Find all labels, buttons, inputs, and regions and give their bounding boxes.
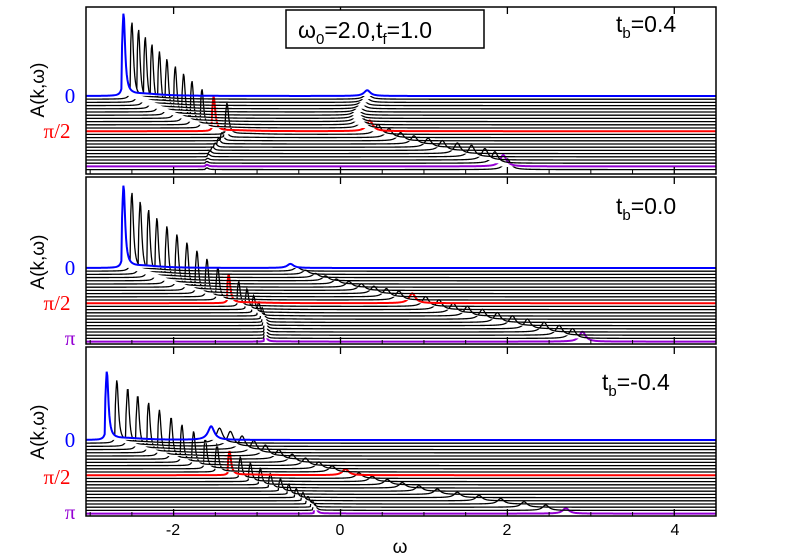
spectrum-line-k20 — [86, 496, 716, 505]
spectrum-line-k18 — [86, 142, 716, 155]
spectrum-line-k0 — [86, 185, 716, 269]
spectrum-line-k19 — [86, 318, 716, 330]
spectrum-line-k19 — [86, 491, 716, 502]
spectrum-line-k2 — [86, 29, 716, 104]
spectrum-line-k21 — [86, 151, 716, 164]
spectrum-line-k20 — [86, 321, 716, 333]
spectrum-line-k19 — [86, 144, 716, 158]
spectrum-line-k5 — [86, 51, 716, 113]
panel-top-traces — [86, 13, 716, 171]
panel-top-k-label-half: π/2 — [44, 119, 71, 143]
spectrum-line-k15 — [86, 300, 716, 317]
spectrum-line-k7 — [86, 424, 716, 464]
spectrum-line-k17 — [86, 311, 716, 324]
spectrum-line-k11 — [86, 450, 716, 477]
spectrum-line-k10 — [86, 89, 716, 129]
x-tick-labels: -2 0 2 4 — [166, 522, 680, 539]
x-tick-label-2: 2 — [503, 522, 512, 539]
spectrum-line-k15 — [86, 472, 716, 489]
spectrum-line-k11 — [86, 96, 716, 133]
spectrum-line-k4 — [86, 44, 716, 110]
spectrum-line-k9 — [86, 437, 716, 470]
x-tick-label-0: 0 — [336, 522, 345, 539]
spectrum-line-k6 — [86, 234, 716, 288]
spectrum-line-k15 — [86, 135, 716, 145]
panel-middle-traces — [86, 185, 716, 343]
spectrum-line-k14 — [86, 293, 716, 314]
spectrum-line-k21 — [86, 499, 716, 508]
spectrum-line-k22 — [86, 503, 716, 512]
panel-bottom: A(k,ω) 0 π/2 π tb=-0.4 — [28, 346, 717, 524]
spectrum-line-k10 — [86, 442, 716, 473]
spectrum-line-k23 — [86, 505, 716, 515]
spectrum-line-k8 — [86, 431, 716, 467]
spectrum-line-k5 — [86, 226, 716, 285]
spectrum-line-k9 — [86, 80, 716, 126]
spectrum-line-k6 — [86, 59, 716, 116]
panel-bottom-k-label-pi: π — [65, 500, 76, 524]
panel-top-tb-label: tb=0.4 — [616, 11, 676, 42]
title-box — [285, 9, 485, 49]
x-tick-label-neg2: -2 — [166, 522, 180, 539]
spectrum-line-k9 — [86, 258, 716, 298]
panel-middle-k-label-0: 0 — [65, 256, 76, 280]
panel-top-frame — [85, 6, 717, 175]
spectrum-line-k12 — [86, 102, 716, 136]
spectrum-line-k11 — [86, 274, 716, 305]
spectrum-line-k2 — [86, 389, 716, 448]
spectrum-line-k7 — [86, 66, 716, 120]
spectrum-line-k22 — [86, 327, 716, 340]
spectrum-line-k7 — [86, 242, 716, 292]
panel-bottom-k-label-0: 0 — [65, 428, 76, 452]
spectrum-line-k23 — [86, 158, 716, 171]
panel-bottom-tb-label: tb=-0.4 — [602, 369, 670, 400]
panel-middle-k-label-half: π/2 — [44, 291, 71, 315]
spectrum-line-k16 — [86, 137, 716, 148]
panel-top-k-label-0: 0 — [65, 84, 76, 108]
spectrum-line-k21 — [86, 324, 716, 336]
spectrum-line-k18 — [86, 487, 716, 499]
chart-title: ω0=2.0,tf=1.0 — [298, 17, 432, 48]
spectrum-line-k1 — [86, 192, 716, 272]
spectrum-line-k1 — [86, 380, 716, 444]
panel-middle-tb-label: tb=0.0 — [616, 193, 676, 224]
spectrum-line-k18 — [86, 315, 716, 327]
panel-middle-frame — [85, 176, 717, 345]
spectrum-line-k13 — [86, 287, 716, 311]
panel-top: A(k,ω) 0 π/2 ω0=2.0,tf=1.0 tb=0.4 — [28, 6, 717, 175]
spectrum-line-k12 — [86, 455, 716, 480]
spectrum-line-k22 — [86, 153, 716, 168]
spectrum-line-k8 — [86, 250, 716, 295]
spectrum-line-k3 — [86, 396, 716, 451]
panel-top-ylabel: A(k,ω) — [28, 63, 49, 118]
spectrum-line-k23 — [86, 330, 716, 343]
panel-bottom-frame — [85, 346, 717, 517]
x-tick-label-4: 4 — [671, 522, 680, 539]
spectrum-line-k16 — [86, 477, 716, 492]
spectrum-line-k2 — [86, 201, 716, 276]
panel-bottom-ylabel: A(k,ω) — [28, 405, 49, 460]
spectrum-line-k13 — [86, 123, 716, 139]
spectrum-line-k1 — [86, 22, 716, 100]
spectrum-line-k16 — [86, 306, 716, 320]
spectrum-line-k0 — [86, 371, 716, 441]
panel-bottom-traces — [86, 371, 716, 515]
spectrum-line-k20 — [86, 147, 716, 161]
spectrum-line-k17 — [86, 139, 716, 152]
spectrum-line-k0 — [86, 13, 716, 97]
x-axis-label: ω — [393, 537, 408, 558]
spectrum-line-k12 — [86, 279, 716, 308]
spectrum-line-k13 — [86, 461, 716, 483]
spectrum-line-k14 — [86, 466, 716, 486]
panel-middle-ylabel: A(k,ω) — [28, 235, 49, 290]
panel-middle: A(k,ω) 0 π/2 π tb=0.0 — [28, 176, 717, 350]
spectrum-line-k6 — [86, 417, 716, 460]
panel-middle-k-label-pi: π — [65, 326, 76, 350]
spectrum-line-k17 — [86, 483, 716, 496]
spectrum-line-k4 — [86, 218, 716, 282]
panel-bottom-k-label-half: π/2 — [44, 465, 71, 489]
spectrum-line-k5 — [86, 409, 716, 457]
